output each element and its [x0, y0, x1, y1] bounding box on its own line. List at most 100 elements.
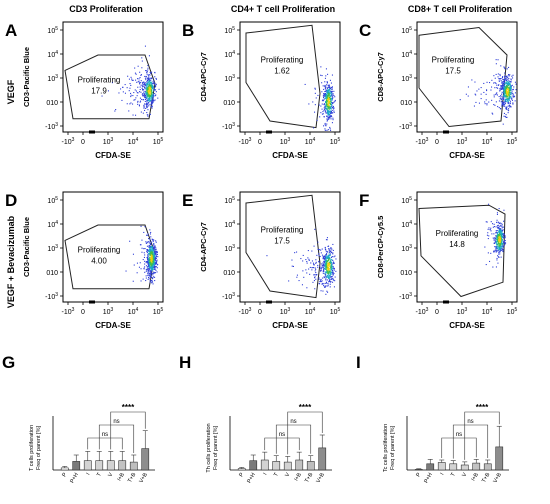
y-axis-label-2: Freq of parent [%] — [390, 426, 396, 470]
y-tick-label: -103 — [399, 292, 412, 301]
y-tick-label: -103 — [45, 292, 58, 301]
significance-bracket — [98, 424, 135, 453]
x-tick-label: 105 — [153, 307, 164, 316]
bar-t — [272, 461, 281, 471]
x-tick-label: 103 — [457, 307, 468, 316]
bar-v — [460, 464, 469, 471]
x-tick-exponent: 3 — [72, 137, 75, 143]
bar-p — [237, 468, 246, 471]
x-tick-label: 104 — [128, 137, 139, 146]
category-label: I — [86, 472, 92, 477]
cluster-points — [101, 45, 160, 117]
y-tick-label: 105 — [224, 196, 235, 205]
y-tick-exponent: 3 — [232, 292, 235, 298]
x-tick-label: 104 — [128, 307, 139, 316]
x-tick-label: -103 — [416, 307, 429, 316]
plot-frame — [62, 21, 164, 133]
x-tick-label: 0 — [258, 309, 262, 316]
bar-chart-h: H Th cells proliferation Freq of parent [%… — [179, 353, 332, 484]
x-tick-label: -103 — [239, 307, 252, 316]
significance-bracket — [264, 437, 300, 451]
panel-letter: H — [179, 353, 191, 372]
y-tick-exponent: 5 — [232, 26, 235, 32]
x-tick-label: 104 — [305, 137, 316, 146]
category-label: V+B — [139, 472, 150, 484]
bar-i — [437, 462, 446, 471]
y-axis-label: T cells proliferation — [29, 425, 35, 471]
flow-panel-b: B 105 104 103 010 -103 -103 0 103 104 105 CFDA-SE CD… — [182, 21, 341, 160]
x-tick-exponent: 5 — [515, 137, 518, 143]
x-tick-exponent: 4 — [136, 137, 139, 143]
flow-panel-e: E 105 104 103 010 -103 -103 0 103 104 105 CFDA-SE CD… — [182, 191, 341, 330]
bar-t-plus-b — [129, 461, 138, 471]
x-tick-exponent: 3 — [111, 137, 114, 143]
gate-value: 17.9 — [91, 87, 107, 96]
x-tick-exponent: 3 — [111, 307, 114, 313]
x-tick-exponent: 5 — [338, 307, 341, 313]
bar-v-plus-b — [141, 448, 150, 471]
y-tick-label: -103 — [222, 122, 235, 131]
gate-label: Proliferating — [436, 229, 479, 238]
y-tick-label: 105 — [401, 196, 412, 205]
x-tick-label: -103 — [62, 307, 75, 316]
gate-polygon — [418, 204, 506, 298]
y-tick-exponent: 5 — [232, 196, 235, 202]
y-tick-exponent: 5 — [409, 26, 412, 32]
row-label-vegf: VEGF — [6, 79, 16, 104]
category-label: V — [461, 472, 468, 478]
cluster-points — [304, 66, 336, 131]
bar-p-plus-h — [426, 463, 435, 471]
plot-frame — [239, 191, 341, 303]
bar-v-plus-b — [495, 446, 504, 471]
y-tick-exponent: 4 — [232, 220, 235, 226]
x-tick-label: 103 — [103, 137, 114, 146]
significance-label: ns — [113, 419, 119, 425]
y-tick-label: 104 — [224, 220, 235, 229]
axis-marks — [266, 300, 272, 304]
category-label: P — [61, 472, 68, 478]
x-tick-exponent: 5 — [338, 137, 341, 143]
y-tick-exponent: 4 — [409, 220, 412, 226]
flow-panel-a: A 105 104 103 010 -103 -103 0 103 104 105 CFDA-SE CD… — [5, 21, 164, 160]
gate-polygon — [245, 24, 321, 129]
plot-frame — [239, 21, 341, 133]
category-label: V+B — [493, 472, 504, 484]
y-tick-exponent: 3 — [409, 122, 412, 128]
x-tick-exponent: 3 — [288, 307, 291, 313]
x-tick-exponent: 4 — [490, 137, 493, 143]
y-tick-label: 010 — [400, 270, 412, 277]
cluster-points — [266, 228, 337, 295]
significance-label: **** — [476, 403, 489, 412]
y-tick-exponent: 3 — [409, 292, 412, 298]
panel-letter: E — [182, 191, 193, 210]
significance-label: **** — [122, 403, 135, 412]
y-tick-exponent: 5 — [55, 196, 58, 202]
y-tick-label: 010 — [223, 270, 235, 277]
y-tick-exponent: 3 — [55, 74, 58, 80]
axis-marks — [266, 130, 272, 134]
y-axis-label: CD3-Pacific Blue — [22, 47, 31, 107]
bar-v — [283, 461, 292, 471]
y-tick-label: 010 — [46, 100, 58, 107]
x-tick-label: 0 — [435, 139, 439, 146]
x-tick-label: -103 — [239, 137, 252, 146]
category-label: T+B — [304, 472, 314, 484]
y-tick-label: 010 — [46, 270, 58, 277]
category-label: I+B — [117, 472, 127, 483]
y-tick-label: 010 — [400, 100, 412, 107]
x-tick-exponent: 3 — [426, 307, 429, 313]
bar-v — [106, 460, 115, 471]
x-tick-exponent: 4 — [313, 137, 316, 143]
significance-label: **** — [299, 403, 312, 412]
y-tick-exponent: 5 — [409, 196, 412, 202]
plot-frame — [416, 191, 518, 303]
bar-i-plus-b — [472, 462, 481, 471]
gate-value: 17.5 — [445, 67, 461, 76]
x-axis-label: CFDA-SE — [95, 151, 131, 160]
x-tick-exponent: 3 — [288, 137, 291, 143]
y-tick-exponent: 3 — [409, 244, 412, 250]
category-label: P+H — [69, 472, 80, 484]
y-tick-label: 104 — [401, 50, 412, 59]
y-tick-label: 105 — [401, 26, 412, 35]
x-tick-exponent: 4 — [136, 307, 139, 313]
